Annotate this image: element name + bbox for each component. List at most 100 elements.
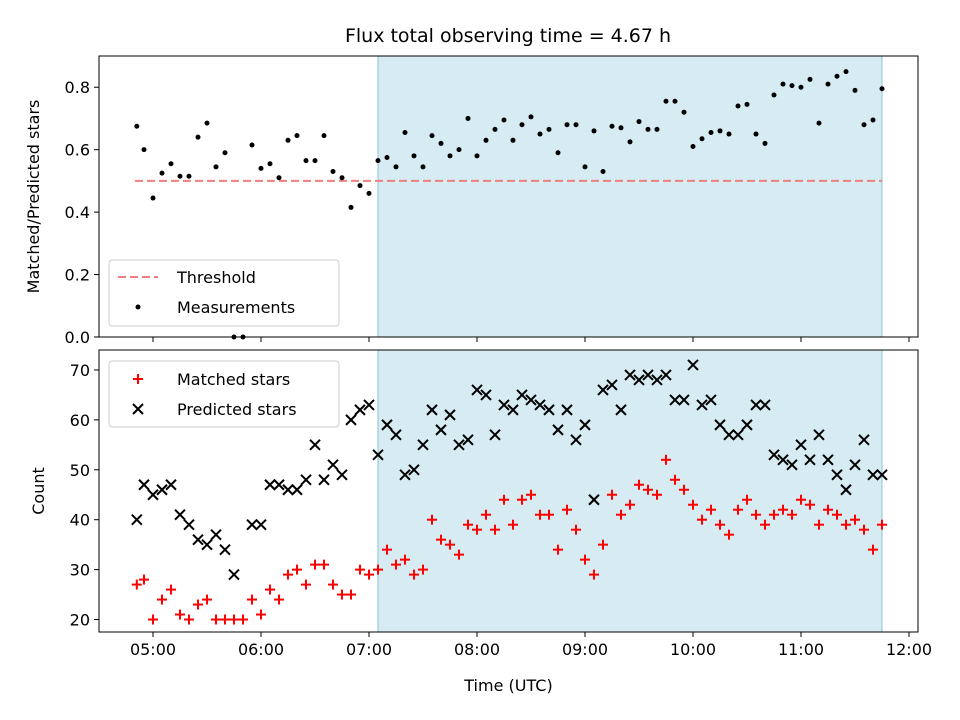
data-point (561, 404, 573, 416)
y-axis-label: Count (29, 467, 48, 515)
data-point (705, 394, 717, 406)
data-point (301, 579, 311, 590)
data-point (543, 404, 555, 416)
data-point (867, 469, 879, 481)
data-point (607, 489, 617, 500)
data-point (131, 513, 143, 526)
data-point (228, 568, 240, 581)
data-point (157, 594, 167, 605)
data-point (202, 594, 212, 605)
data-point (661, 454, 671, 465)
data-point (552, 424, 564, 436)
data-point (768, 449, 780, 461)
data-point (534, 399, 546, 411)
data-point (267, 161, 273, 167)
data-point (399, 469, 411, 481)
data-point (879, 86, 885, 92)
data-point (168, 161, 174, 167)
data-point (814, 519, 824, 530)
data-point (328, 579, 338, 590)
data-point (642, 369, 654, 381)
data-point (663, 98, 669, 104)
data-point (447, 153, 453, 159)
data-point (735, 103, 741, 109)
data-point (483, 137, 489, 143)
legend: Threshold Measurements (108, 259, 340, 327)
data-point (843, 69, 849, 75)
data-point (462, 434, 474, 446)
data-point (798, 84, 804, 90)
data-point (247, 594, 257, 605)
legend-predicted-swatch (132, 403, 144, 415)
data-point (634, 479, 644, 490)
data-point (588, 494, 600, 506)
matched-stars-points (131, 454, 887, 625)
x-tick-label: 09:00 (562, 640, 608, 659)
data-point (507, 404, 519, 416)
x-tick-label: 05:00 (130, 640, 176, 659)
data-point (283, 569, 293, 580)
data-point (519, 122, 525, 128)
data-point (220, 614, 230, 625)
data-point (175, 609, 185, 620)
data-point (321, 133, 327, 139)
shaded-span (377, 55, 883, 338)
data-point (741, 419, 753, 431)
data-point (877, 519, 887, 530)
data-point (597, 384, 609, 396)
data-point (625, 499, 635, 510)
data-point (339, 175, 345, 181)
data-point (777, 454, 789, 466)
y-tick-label: 70 (70, 361, 90, 380)
data-point (375, 158, 381, 164)
data-point (438, 140, 444, 146)
x-tick-label: 08:00 (454, 640, 500, 659)
data-point (285, 137, 291, 143)
chart-title: Flux total observing time = 4.67 h (345, 25, 671, 47)
data-point (300, 474, 312, 486)
data-point (562, 504, 572, 515)
data-point (825, 81, 831, 87)
data-point (408, 464, 420, 476)
data-point (420, 164, 426, 170)
x-tick-label: 07:00 (346, 640, 392, 659)
data-point (174, 509, 186, 521)
data-point (636, 119, 642, 125)
data-point (346, 589, 356, 600)
data-point (832, 509, 842, 520)
data-point (264, 479, 276, 491)
data-point (760, 519, 770, 530)
data-point (258, 165, 264, 171)
data-point (618, 125, 624, 131)
data-point (501, 117, 507, 123)
data-point (472, 524, 482, 535)
data-point (580, 554, 590, 565)
data-point (255, 518, 267, 531)
data-point (363, 399, 375, 411)
data-point (759, 399, 771, 411)
data-point (616, 509, 626, 520)
legend-matched-swatch (133, 374, 143, 384)
data-point (609, 123, 615, 129)
data-point (282, 484, 294, 496)
data-point (382, 544, 392, 555)
data-point (294, 133, 300, 139)
x-tick-label: 06:00 (238, 640, 284, 659)
data-point (292, 564, 302, 575)
y-tick-label: 30 (70, 561, 90, 580)
data-point (870, 117, 876, 123)
legend: Matched stars Predicted stars (108, 360, 340, 428)
data-point (193, 599, 203, 610)
data-point (139, 574, 149, 585)
data-point (579, 419, 591, 431)
data-point (508, 519, 518, 530)
data-point (131, 579, 142, 590)
data-point (861, 122, 867, 128)
x-axis-ticks (152, 337, 910, 342)
data-point (546, 126, 552, 132)
x-tick-label: 11:00 (778, 640, 824, 659)
data-point (134, 123, 140, 129)
data-point (726, 131, 732, 137)
legend-box (108, 360, 340, 428)
